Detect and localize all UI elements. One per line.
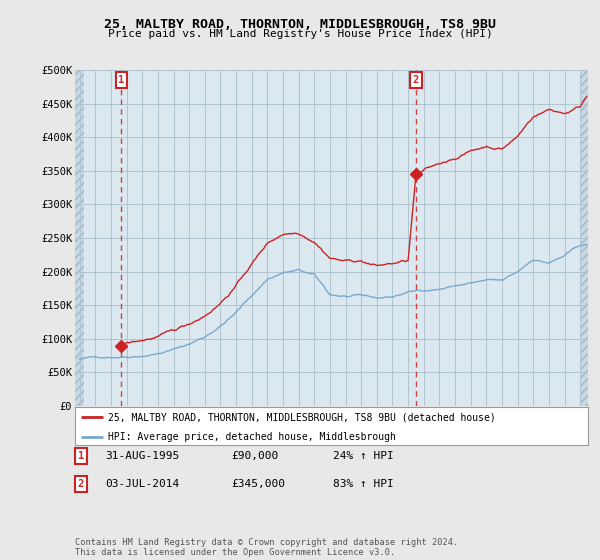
Text: 83% ↑ HPI: 83% ↑ HPI — [333, 479, 394, 489]
Bar — [75, 70, 85, 406]
Text: Price paid vs. HM Land Registry's House Price Index (HPI): Price paid vs. HM Land Registry's House … — [107, 29, 493, 39]
Text: 31-AUG-1995: 31-AUG-1995 — [105, 451, 179, 461]
Text: 2: 2 — [78, 479, 84, 489]
Bar — [580, 70, 588, 406]
Text: 1: 1 — [118, 75, 124, 85]
Text: 1: 1 — [78, 451, 84, 461]
Text: 25, MALTBY ROAD, THORNTON, MIDDLESBROUGH, TS8 9BU (detached house): 25, MALTBY ROAD, THORNTON, MIDDLESBROUGH… — [109, 412, 496, 422]
Text: 25, MALTBY ROAD, THORNTON, MIDDLESBROUGH, TS8 9BU: 25, MALTBY ROAD, THORNTON, MIDDLESBROUGH… — [104, 18, 496, 31]
Text: 2: 2 — [413, 75, 419, 85]
Text: £90,000: £90,000 — [231, 451, 278, 461]
Text: £345,000: £345,000 — [231, 479, 285, 489]
Text: 24% ↑ HPI: 24% ↑ HPI — [333, 451, 394, 461]
Text: 03-JUL-2014: 03-JUL-2014 — [105, 479, 179, 489]
Text: Contains HM Land Registry data © Crown copyright and database right 2024.
This d: Contains HM Land Registry data © Crown c… — [75, 538, 458, 557]
Text: HPI: Average price, detached house, Middlesbrough: HPI: Average price, detached house, Midd… — [109, 432, 396, 442]
